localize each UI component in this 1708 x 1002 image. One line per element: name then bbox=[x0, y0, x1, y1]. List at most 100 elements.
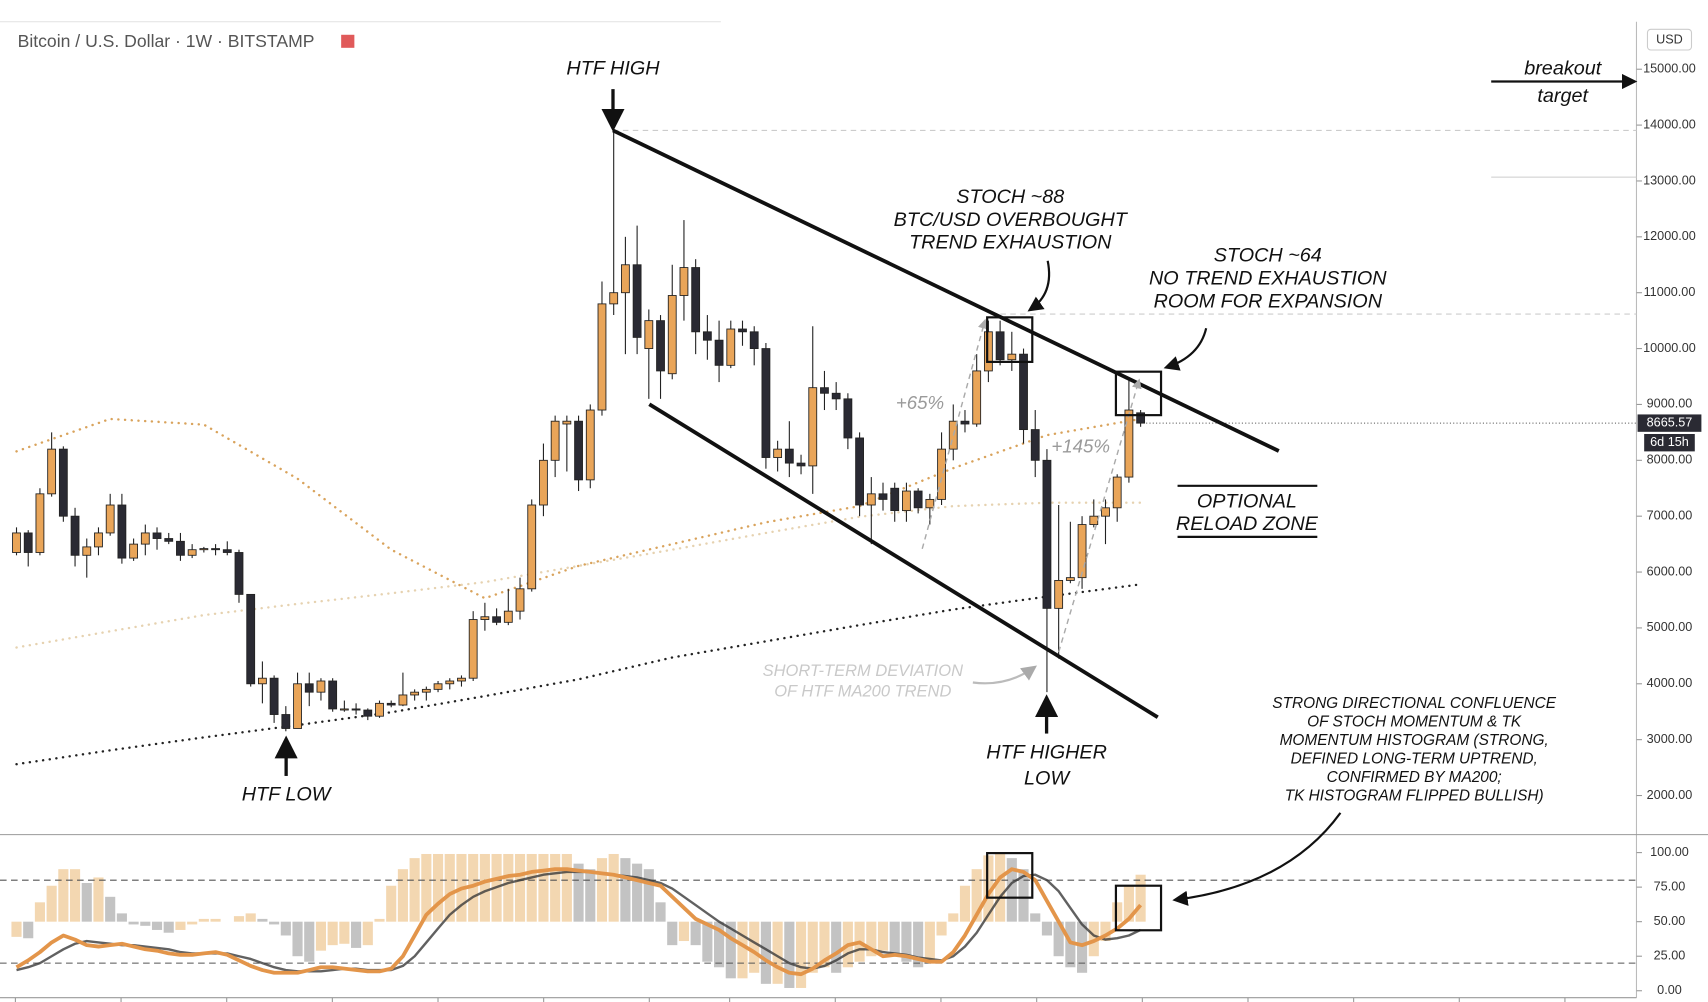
flag-icon bbox=[341, 34, 355, 48]
histogram-bar bbox=[877, 921, 889, 951]
histogram-bar bbox=[58, 869, 69, 922]
highlight-box bbox=[986, 852, 1034, 899]
histogram-bar bbox=[831, 921, 842, 973]
candle-body bbox=[492, 616, 501, 623]
arrow bbox=[1172, 812, 1342, 906]
candle-body bbox=[761, 348, 771, 458]
annotation: HTF LOW bbox=[242, 784, 333, 806]
histogram-bar bbox=[1100, 921, 1111, 942]
candle-body bbox=[562, 420, 572, 425]
channel-upper bbox=[612, 128, 1280, 453]
candle-body bbox=[550, 420, 560, 461]
candle-body bbox=[1136, 412, 1146, 424]
histogram-bar bbox=[116, 913, 127, 922]
histogram-bar bbox=[444, 853, 455, 922]
candle-body bbox=[1007, 353, 1017, 361]
histogram-bar bbox=[503, 853, 514, 922]
y-tick-label: 3000.00 bbox=[1647, 732, 1693, 746]
candle-body bbox=[140, 532, 150, 545]
candle-body bbox=[12, 532, 21, 553]
candle-body bbox=[129, 543, 139, 559]
histogram-bar bbox=[561, 853, 572, 922]
candle-body bbox=[1077, 524, 1087, 579]
candle-body bbox=[386, 702, 396, 706]
histogram-bar bbox=[948, 913, 959, 922]
histogram-bar bbox=[374, 918, 385, 922]
y-tick-label: 100.00 bbox=[1650, 845, 1689, 859]
histogram-bar bbox=[913, 921, 924, 968]
countdown-box bbox=[1644, 433, 1695, 452]
histogram-bar bbox=[608, 853, 619, 922]
candle-body bbox=[1019, 353, 1028, 431]
candle-body bbox=[937, 448, 946, 500]
candle-body bbox=[1065, 577, 1075, 581]
candle-body bbox=[445, 680, 455, 685]
last-price-box bbox=[1637, 414, 1702, 432]
candle-body bbox=[831, 392, 841, 400]
histogram-bar bbox=[538, 853, 549, 922]
candle-body bbox=[82, 546, 92, 556]
histogram-bar bbox=[351, 921, 362, 948]
candle-body bbox=[738, 328, 747, 333]
candle-body bbox=[211, 548, 220, 551]
moving-average bbox=[15, 501, 1142, 649]
histogram-bar bbox=[1123, 885, 1134, 922]
arrow bbox=[972, 665, 1037, 685]
y-tick-label: 7000.00 bbox=[1647, 509, 1693, 523]
moving-average bbox=[15, 583, 1142, 766]
candle-body bbox=[1042, 459, 1052, 609]
candle-body bbox=[574, 420, 583, 481]
currency: USD bbox=[1656, 33, 1683, 47]
candle-body bbox=[726, 328, 736, 366]
y-tick-label: 8000.00 bbox=[1647, 453, 1693, 467]
histogram-bar bbox=[1077, 921, 1088, 973]
histogram-bar bbox=[632, 863, 643, 922]
candle-body bbox=[820, 387, 829, 394]
histogram-bar bbox=[140, 921, 151, 926]
histogram-bar bbox=[151, 921, 163, 930]
candle-body bbox=[784, 448, 794, 464]
histogram-bar bbox=[585, 869, 596, 922]
candle-body bbox=[281, 714, 291, 729]
currency-box bbox=[1646, 28, 1693, 51]
histogram-bar bbox=[233, 916, 245, 922]
y-tick-label: 50.00 bbox=[1654, 914, 1686, 928]
arrow bbox=[1027, 260, 1051, 312]
candle-body bbox=[843, 398, 853, 439]
candle-body bbox=[398, 694, 408, 706]
histogram-bar bbox=[807, 921, 818, 973]
candle-body bbox=[363, 709, 373, 717]
candle-body bbox=[960, 420, 970, 425]
y-tick-label: 2000.00 bbox=[1647, 788, 1693, 802]
annotation: OPTIONAL bbox=[1197, 490, 1297, 512]
annotation: BTC/USD OVERBOUGHT bbox=[894, 209, 1129, 231]
candle-body bbox=[316, 680, 326, 693]
histogram-bar bbox=[889, 921, 900, 957]
histogram-bar bbox=[643, 869, 654, 922]
histogram-bar bbox=[11, 921, 22, 937]
candle-body bbox=[749, 331, 759, 350]
histogram-bar bbox=[725, 921, 736, 979]
histogram-bar bbox=[1135, 874, 1146, 922]
histogram-bar bbox=[1053, 921, 1064, 957]
histogram-bar bbox=[362, 921, 373, 946]
candle-body bbox=[222, 549, 232, 553]
candle-body bbox=[234, 552, 244, 595]
candle-body bbox=[152, 532, 162, 539]
candle-body bbox=[246, 593, 256, 685]
y-tick-label: 12000.00 bbox=[1643, 229, 1696, 243]
histogram-bar bbox=[690, 921, 701, 946]
moving-average bbox=[15, 417, 1142, 600]
candle-body bbox=[293, 683, 302, 729]
histogram-bar bbox=[995, 853, 1006, 922]
candle-body bbox=[94, 532, 103, 548]
histogram-bar bbox=[479, 853, 490, 922]
candle-body bbox=[199, 548, 209, 551]
annotation: TK HISTOGRAM FLIPPED BULLISH) bbox=[1285, 788, 1544, 805]
highlight-box bbox=[1114, 370, 1163, 417]
y-tick-label: 5000.00 bbox=[1647, 620, 1693, 634]
candle-body bbox=[1124, 409, 1134, 478]
histogram-bar bbox=[304, 921, 315, 962]
candle-body bbox=[187, 549, 197, 556]
